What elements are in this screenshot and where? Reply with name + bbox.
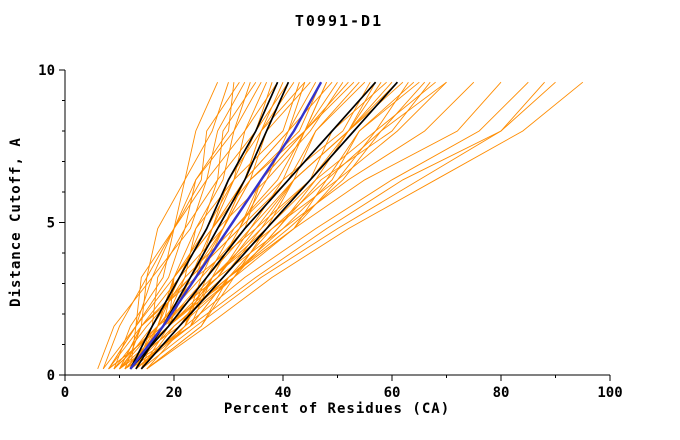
y-tick-label: 0 — [47, 368, 55, 384]
prediction-curve — [135, 81, 366, 370]
prediction-curve — [146, 81, 584, 370]
prediction-curve — [119, 81, 257, 370]
prediction-curve — [141, 81, 556, 370]
y-axis-title: Distance Cutoff, A — [8, 137, 24, 307]
best-prediction-curve — [129, 81, 323, 370]
prediction-curve — [124, 81, 431, 370]
prediction-curve — [113, 81, 306, 370]
prediction-curve — [102, 82, 219, 370]
prediction-curve — [135, 81, 387, 370]
prediction-curve — [130, 81, 371, 370]
prediction-curve — [97, 82, 251, 370]
prediction-curve — [130, 81, 502, 370]
prediction-curve — [130, 81, 545, 370]
chart-title: T0991-D1 — [295, 12, 383, 30]
prediction-curve — [119, 82, 328, 370]
highlighted-curve — [129, 81, 279, 370]
x-tick-label: 0 — [61, 385, 69, 401]
y-tick-label: 10 — [38, 63, 55, 79]
x-tick-label: 80 — [493, 385, 510, 401]
prediction-curve — [124, 81, 475, 370]
y-tick-label: 5 — [47, 216, 55, 232]
highlighted-curve — [129, 81, 377, 370]
prediction-curve — [129, 82, 235, 369]
prediction-curve — [135, 81, 529, 370]
x-axis-title: Percent of Residues (CA) — [224, 401, 450, 417]
prediction-curve — [108, 81, 393, 370]
prediction-curve — [124, 82, 300, 370]
x-tick-label: 40 — [275, 385, 292, 401]
x-tick-label: 20 — [166, 385, 183, 401]
prediction-curve — [130, 81, 447, 370]
highlighted-curve — [140, 81, 399, 370]
prediction-curve — [113, 81, 333, 370]
x-tick-label: 60 — [384, 385, 401, 401]
x-tick-label: 100 — [597, 385, 622, 401]
